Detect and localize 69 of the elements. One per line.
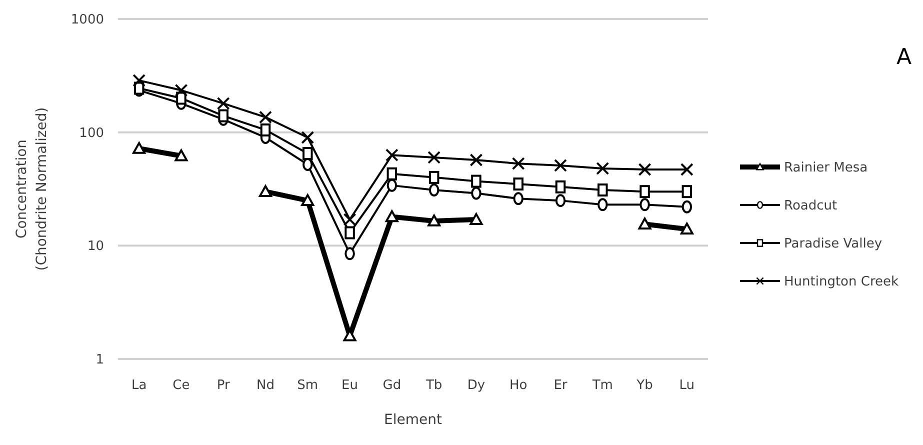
x-tick-label: Eu <box>342 378 358 393</box>
point <box>555 194 566 208</box>
text: A <box>896 45 912 70</box>
x-tick-label: Ce <box>172 378 190 393</box>
legend-label: Huntington Creek <box>784 274 900 290</box>
x-tick-label: Tm <box>591 378 613 393</box>
point <box>386 178 398 192</box>
legend-label: Rainier Mesa <box>784 160 868 176</box>
x-tick-label: Dy <box>467 378 486 393</box>
point <box>598 183 608 196</box>
point <box>386 167 398 180</box>
point <box>640 185 650 198</box>
point <box>470 213 483 225</box>
point <box>682 200 692 214</box>
y-tick-label: 1000 <box>70 12 104 28</box>
x-tick-label: Tb <box>424 378 442 393</box>
x-tick-label: Nd <box>256 378 274 393</box>
point <box>470 154 483 166</box>
x-axis-title: Element <box>384 412 442 428</box>
point <box>385 148 398 162</box>
point <box>259 185 272 197</box>
point <box>302 147 313 160</box>
point <box>259 110 272 124</box>
point <box>640 198 650 212</box>
point <box>301 131 314 144</box>
point <box>344 226 355 240</box>
point <box>638 218 652 230</box>
point <box>428 214 441 226</box>
point <box>132 74 146 87</box>
point <box>513 192 524 206</box>
point <box>174 84 188 97</box>
point <box>385 210 398 222</box>
x-tick-label: Ho <box>509 378 528 393</box>
point <box>428 170 440 184</box>
point <box>216 96 230 110</box>
x-tick-label: Yb <box>636 378 653 393</box>
y-tick-label: 1 <box>96 352 104 368</box>
x-tick-label: Gd <box>382 378 402 393</box>
point <box>174 149 188 162</box>
x-tick-label: Er <box>554 378 568 393</box>
legend-label: Paradise Valley <box>784 236 882 252</box>
x-tick-label: La <box>131 378 147 393</box>
point <box>555 180 566 194</box>
point <box>513 178 524 191</box>
x-tick-label: Lu <box>679 378 695 393</box>
y-tick-label: 10 <box>87 239 104 254</box>
point <box>260 123 271 136</box>
point <box>428 150 441 164</box>
point <box>218 109 228 122</box>
point <box>344 247 355 260</box>
point <box>471 186 482 200</box>
point <box>512 157 525 170</box>
point <box>596 162 610 175</box>
x-tick-label: Pr <box>216 378 230 393</box>
point <box>471 174 482 188</box>
point <box>680 162 694 176</box>
y-tick-label: 100 <box>79 126 104 141</box>
point <box>132 142 146 154</box>
point <box>680 222 694 235</box>
point <box>343 213 356 226</box>
point <box>638 162 652 176</box>
x-tick-label: Sm <box>297 378 318 393</box>
point <box>301 194 314 206</box>
point <box>682 185 692 198</box>
point <box>428 183 440 196</box>
y-axis-title: Concentration (Chondrite Normalized) <box>14 107 50 271</box>
point <box>554 158 567 172</box>
point <box>598 198 608 212</box>
legend-label: Roadcut <box>784 198 838 214</box>
